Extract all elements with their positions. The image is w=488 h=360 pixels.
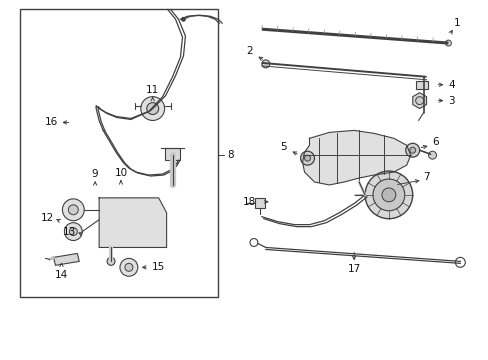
Circle shape (372, 179, 404, 211)
Bar (164, 148, 180, 160)
Text: 3: 3 (447, 96, 454, 105)
Circle shape (181, 17, 185, 21)
Text: 12: 12 (41, 213, 54, 223)
Circle shape (405, 143, 419, 157)
Text: 10: 10 (114, 168, 127, 178)
Text: 18: 18 (242, 197, 255, 207)
Circle shape (62, 199, 84, 221)
Circle shape (415, 96, 423, 105)
Polygon shape (302, 130, 410, 185)
Text: 6: 6 (431, 137, 438, 147)
Circle shape (445, 40, 450, 46)
Circle shape (141, 96, 164, 121)
Circle shape (64, 223, 82, 240)
Bar (254, 198, 264, 208)
Circle shape (120, 258, 138, 276)
Text: 2: 2 (246, 46, 253, 56)
Text: 5: 5 (280, 142, 286, 152)
Bar (415, 81, 427, 89)
Circle shape (124, 264, 133, 271)
Polygon shape (99, 198, 166, 247)
Circle shape (69, 228, 77, 235)
Bar (20, 9, 218, 297)
Circle shape (409, 147, 415, 153)
Text: 9: 9 (92, 169, 98, 179)
Text: 7: 7 (423, 172, 429, 182)
Text: 16: 16 (45, 117, 58, 127)
Text: 1: 1 (453, 18, 460, 28)
Circle shape (146, 103, 158, 114)
Text: 11: 11 (146, 85, 159, 95)
Circle shape (304, 155, 310, 161)
Text: 4: 4 (447, 80, 454, 90)
Circle shape (262, 60, 269, 68)
Circle shape (300, 151, 314, 165)
Polygon shape (53, 253, 79, 265)
Text: 17: 17 (347, 264, 360, 274)
Text: 15: 15 (152, 262, 165, 272)
Circle shape (365, 171, 412, 219)
Circle shape (427, 151, 436, 159)
Text: 13: 13 (62, 226, 76, 237)
Text: 8: 8 (226, 150, 233, 160)
Circle shape (68, 205, 78, 215)
Text: 14: 14 (55, 270, 68, 280)
Circle shape (381, 188, 395, 202)
Circle shape (107, 257, 115, 265)
